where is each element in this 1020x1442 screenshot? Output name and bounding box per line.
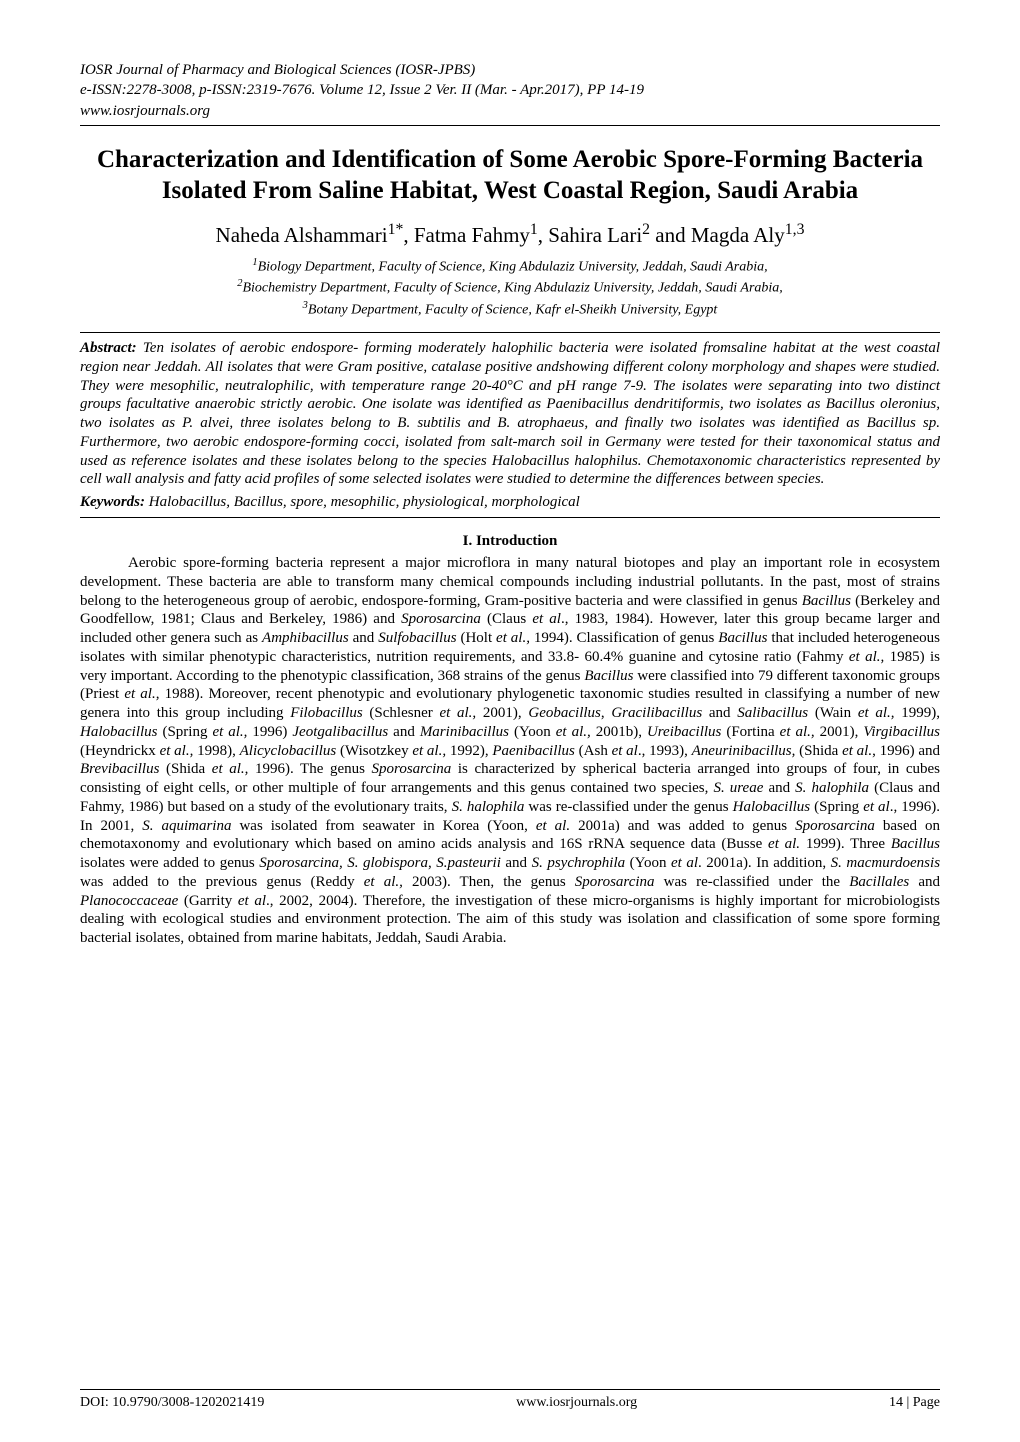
keywords-text: Halobacillus, Bacillus, spore, mesophili… xyxy=(149,494,580,510)
abstract-divider-top xyxy=(80,332,940,333)
section-heading-introduction: I. Introduction xyxy=(80,532,940,552)
paper-title: Characterization and Identification of S… xyxy=(80,144,940,207)
header-divider xyxy=(80,125,940,126)
affiliation-1: 1Biology Department, Faculty of Science,… xyxy=(80,256,940,278)
introduction-body: Aerobic spore-forming bacteria represent… xyxy=(80,554,940,948)
journal-name: IOSR Journal of Pharmacy and Biological … xyxy=(80,60,940,80)
journal-issn-volume: e-ISSN:2278-3008, p-ISSN:2319-7676. Volu… xyxy=(80,80,940,100)
abstract-block: Abstract: Ten isolates of aerobic endosp… xyxy=(80,339,940,489)
abstract-label: Abstract: xyxy=(80,340,137,356)
footer-site: www.iosrjournals.org xyxy=(516,1394,637,1412)
journal-website: www.iosrjournals.org xyxy=(80,101,940,121)
footer-doi: DOI: 10.9790/3008-1202021419 xyxy=(80,1394,264,1412)
abstract-text: Ten isolates of aerobic endospore- formi… xyxy=(80,340,940,487)
keywords-label: Keywords: xyxy=(80,494,145,510)
keywords-line: Keywords: Halobacillus, Bacillus, spore,… xyxy=(80,493,940,513)
abstract-divider-bottom xyxy=(80,517,940,518)
footer-divider xyxy=(80,1389,940,1390)
affiliations-block: 1Biology Department, Faculty of Science,… xyxy=(80,256,940,321)
authors-line: Naheda Alshammari1*, Fatma Fahmy1, Sahir… xyxy=(80,220,940,249)
footer-page-number: 14 | Page xyxy=(889,1394,940,1412)
page-footer: DOI: 10.9790/3008-1202021419 www.iosrjou… xyxy=(80,1382,940,1412)
journal-header: IOSR Journal of Pharmacy and Biological … xyxy=(80,60,940,121)
affiliation-2: 2Biochemistry Department, Faculty of Sci… xyxy=(80,277,940,299)
affiliation-3: 3Botany Department, Faculty of Science, … xyxy=(80,299,940,321)
